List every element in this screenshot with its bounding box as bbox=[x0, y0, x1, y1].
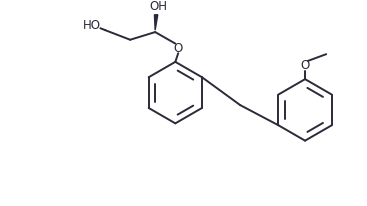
Text: OH: OH bbox=[149, 0, 167, 13]
Text: O: O bbox=[174, 42, 183, 55]
Text: HO: HO bbox=[83, 19, 101, 32]
Polygon shape bbox=[155, 15, 158, 30]
Text: O: O bbox=[301, 59, 310, 72]
